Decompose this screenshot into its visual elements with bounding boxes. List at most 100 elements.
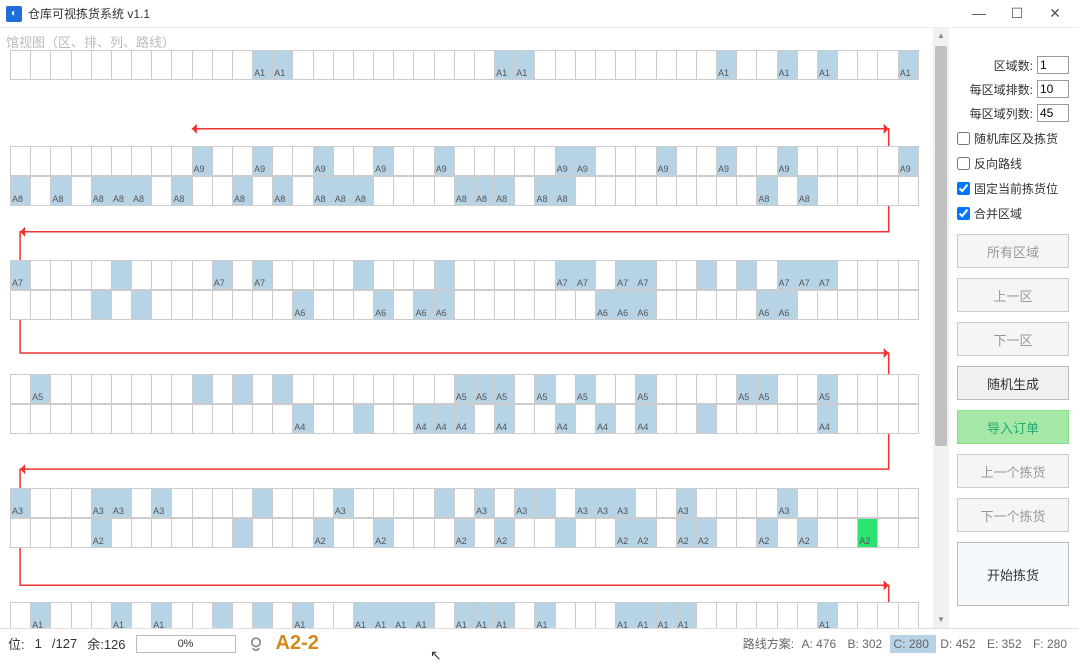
route-scheme-C[interactable]: C: 280: [890, 635, 937, 653]
shelf-cell[interactable]: [293, 488, 313, 518]
shelf-cell[interactable]: A9: [778, 146, 798, 176]
shelf-cell[interactable]: [374, 260, 394, 290]
random-gen-button[interactable]: 随机生成: [957, 366, 1069, 400]
shelf-cell[interactable]: [535, 404, 555, 434]
shelf-cell[interactable]: A8: [112, 176, 132, 206]
shelf-cell[interactable]: A1: [394, 602, 414, 628]
shelf-cell[interactable]: [414, 374, 434, 404]
shelf-cell[interactable]: A1: [636, 602, 656, 628]
shelf-cell[interactable]: A9: [193, 146, 213, 176]
shelf-cell[interactable]: [535, 518, 555, 548]
shelf-cell[interactable]: [72, 374, 92, 404]
shelf-cell[interactable]: A5: [818, 374, 838, 404]
shelf-cell[interactable]: A8: [495, 176, 515, 206]
shelf-cell[interactable]: [717, 404, 737, 434]
shelf-cell[interactable]: [273, 404, 293, 434]
shelf-cell[interactable]: A5: [576, 374, 596, 404]
shelf-cell[interactable]: [838, 50, 858, 80]
shelf-cell[interactable]: A1: [899, 50, 919, 80]
shelf-cell[interactable]: [112, 146, 132, 176]
shelf-cell[interactable]: [10, 404, 31, 434]
shelf-cell[interactable]: [798, 146, 818, 176]
shelf-cell[interactable]: [757, 50, 777, 80]
shelf-cell[interactable]: [233, 518, 253, 548]
scroll-down-icon[interactable]: ▼: [933, 612, 949, 628]
shelf-cell[interactable]: [394, 488, 414, 518]
shelf-cell[interactable]: [717, 176, 737, 206]
shelf-cell[interactable]: [798, 374, 818, 404]
shelf-cell[interactable]: [757, 404, 777, 434]
shelf-cell[interactable]: [657, 176, 677, 206]
shelf-cell[interactable]: [535, 260, 555, 290]
shelf-cell[interactable]: [314, 488, 334, 518]
shelf-cell[interactable]: [112, 50, 132, 80]
shelf-cell[interactable]: [374, 404, 394, 434]
shelf-cell[interactable]: [899, 518, 919, 548]
shelf-cell[interactable]: A2: [495, 518, 515, 548]
shelf-cell[interactable]: A1: [616, 602, 636, 628]
shelf-cell[interactable]: [899, 374, 919, 404]
shelf-cell[interactable]: [354, 518, 374, 548]
shelf-cell[interactable]: [51, 50, 71, 80]
shelf-cell[interactable]: [455, 488, 475, 518]
shelf-cell[interactable]: [515, 146, 535, 176]
shelf-cell[interactable]: [858, 176, 878, 206]
shelf-cell[interactable]: A2: [314, 518, 334, 548]
shelf-cell[interactable]: [596, 146, 616, 176]
shelf-cell[interactable]: [414, 260, 434, 290]
shelf-cell[interactable]: [394, 404, 414, 434]
shelf-cell[interactable]: [72, 602, 92, 628]
shelf-cell[interactable]: [253, 518, 273, 548]
shelf-cell[interactable]: [556, 602, 576, 628]
scroll-up-icon[interactable]: ▲: [933, 28, 949, 44]
shelf-cell[interactable]: [697, 290, 717, 320]
shelf-cell[interactable]: [233, 290, 253, 320]
shelf-cell[interactable]: [495, 290, 515, 320]
check-fix-position[interactable]: 固定当前拣货位: [957, 180, 1069, 197]
zone-count-input[interactable]: [1037, 56, 1069, 74]
shelf-cell[interactable]: A1: [495, 602, 515, 628]
shelf-cell[interactable]: A7: [798, 260, 818, 290]
shelf-cell[interactable]: [354, 50, 374, 80]
shelf-cell[interactable]: A6: [374, 290, 394, 320]
shelf-cell[interactable]: [838, 488, 858, 518]
shelf-cell[interactable]: [818, 146, 838, 176]
shelf-cell[interactable]: A3: [677, 488, 697, 518]
shelf-cell[interactable]: [92, 290, 112, 320]
shelf-cell[interactable]: [213, 50, 233, 80]
shelf-cell[interactable]: [515, 404, 535, 434]
shelf-cell[interactable]: [858, 50, 878, 80]
shelf-cell[interactable]: [778, 374, 798, 404]
shelf-cell[interactable]: A1: [818, 602, 838, 628]
shelf-cell[interactable]: [31, 146, 51, 176]
shelf-cell[interactable]: A9: [314, 146, 334, 176]
shelf-cell[interactable]: A7: [10, 260, 31, 290]
shelf-cell[interactable]: A6: [757, 290, 777, 320]
shelf-cell[interactable]: [737, 602, 757, 628]
shelf-cell[interactable]: [858, 602, 878, 628]
shelf-cell[interactable]: [132, 50, 152, 80]
shelf-cell[interactable]: [172, 488, 192, 518]
shelf-cell[interactable]: [657, 290, 677, 320]
shelf-cell[interactable]: [213, 404, 233, 434]
shelf-cell[interactable]: [152, 518, 172, 548]
shelf-cell[interactable]: [394, 50, 414, 80]
shelf-cell[interactable]: [899, 602, 919, 628]
shelf-cell[interactable]: [435, 602, 455, 628]
shelf-cell[interactable]: A9: [253, 146, 273, 176]
shelf-cell[interactable]: [757, 146, 777, 176]
shelf-cell[interactable]: [51, 602, 71, 628]
shelf-cell[interactable]: [818, 290, 838, 320]
shelf-cell[interactable]: [838, 260, 858, 290]
shelf-cell[interactable]: [515, 290, 535, 320]
shelf-cell[interactable]: [798, 50, 818, 80]
shelf-cell[interactable]: [233, 488, 253, 518]
merge-zone-checkbox[interactable]: [957, 207, 970, 220]
shelf-cell[interactable]: [677, 404, 697, 434]
shelf-cell[interactable]: [657, 404, 677, 434]
shelf-cell[interactable]: [475, 404, 495, 434]
shelf-cell[interactable]: [798, 290, 818, 320]
shelf-cell[interactable]: [193, 518, 213, 548]
shelf-cell[interactable]: [757, 260, 777, 290]
next-pick-button[interactable]: 下一个拣货: [957, 498, 1069, 532]
